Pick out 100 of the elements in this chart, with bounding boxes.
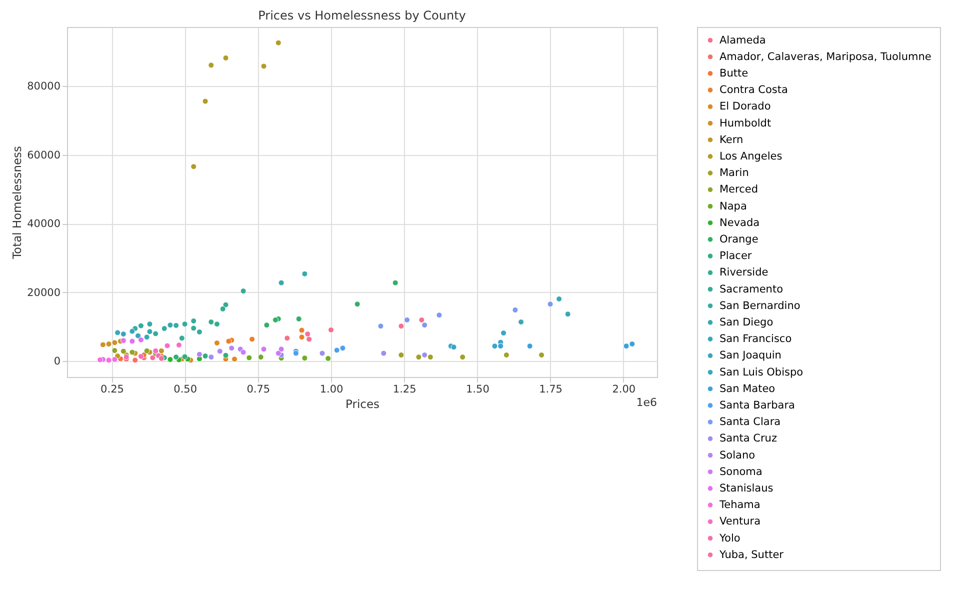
legend-label: Santa Clara [720, 416, 781, 428]
point [106, 357, 112, 364]
point [275, 350, 282, 356]
point [196, 328, 202, 335]
point [500, 330, 506, 336]
point [176, 342, 182, 348]
point [492, 343, 498, 350]
legend-label: Santa Barbara [720, 399, 795, 412]
point [216, 348, 223, 354]
legend-label: Los Angeles [720, 150, 782, 162]
point [196, 351, 202, 358]
legend-label: Sacramento [720, 283, 784, 296]
point [302, 270, 308, 277]
legend-label: Solano [720, 449, 756, 462]
point [296, 316, 302, 322]
point [436, 312, 442, 318]
point [306, 336, 312, 342]
point [380, 350, 387, 356]
point [340, 345, 346, 352]
point [112, 348, 118, 354]
legend-label: Placer [720, 250, 752, 262]
point [450, 344, 457, 350]
legend-label: Yuba, Sutter [718, 548, 784, 561]
point [97, 356, 104, 363]
point [112, 340, 118, 346]
point [167, 356, 174, 362]
point [129, 338, 136, 344]
point [214, 321, 220, 328]
point [167, 322, 174, 328]
y-tick-label: 80000 [27, 80, 60, 93]
point [328, 326, 334, 333]
point [100, 342, 106, 348]
point [278, 280, 284, 286]
legend-label: Nevada [720, 216, 760, 229]
point [222, 352, 229, 358]
point [164, 342, 170, 349]
point [152, 330, 159, 337]
legend-label: Orange [720, 233, 758, 246]
point [240, 349, 246, 356]
legend-label: El Dorado [720, 100, 771, 113]
point [220, 306, 226, 312]
point [190, 325, 197, 332]
legend-label: Yolo [718, 532, 740, 544]
point [129, 349, 136, 356]
point [302, 355, 308, 362]
point [304, 331, 311, 338]
point [556, 296, 562, 302]
x-tick-label: 0.50 [174, 384, 198, 396]
point [498, 343, 504, 350]
legend-label: San Francisco [720, 333, 792, 346]
legend-label: Humboldt [720, 117, 772, 130]
point [129, 328, 136, 334]
legend-label: San Diego [720, 316, 774, 328]
x-tick-label: 0.75 [246, 384, 270, 396]
y-tick-label: 60000 [27, 149, 60, 162]
legend-label: San Joaquin [720, 350, 782, 362]
legend-label: Stanislaus [720, 482, 774, 494]
point [173, 354, 180, 360]
point [202, 353, 208, 360]
point [334, 347, 340, 354]
point [354, 301, 360, 308]
point [208, 319, 214, 325]
x-tick-label: 1.50 [466, 384, 490, 396]
point [114, 330, 121, 336]
point [264, 322, 270, 328]
point [422, 322, 428, 328]
legend-label: Santa Cruz [720, 432, 778, 445]
legend-label: Sonoma [720, 466, 762, 478]
text: 1e6 [636, 396, 657, 409]
point [275, 40, 282, 46]
point [190, 318, 197, 324]
y-axis-title: Total Homelessness [10, 146, 24, 260]
point [144, 334, 150, 340]
point [173, 322, 180, 328]
x-tick-label: 1.00 [320, 384, 344, 396]
x-axis-title: Prices [345, 397, 380, 411]
point [272, 316, 278, 323]
point [214, 340, 220, 346]
y-tick-label: 40000 [27, 218, 60, 230]
point [150, 354, 156, 361]
point [319, 350, 326, 356]
point [392, 280, 398, 286]
point [106, 341, 112, 347]
legend-label: San Mateo [720, 382, 776, 395]
point [208, 354, 214, 360]
point [258, 354, 264, 360]
point [112, 356, 118, 362]
point [146, 328, 153, 335]
legend-label: Amador, Calaveras, Mariposa, Tuolumne [720, 50, 932, 63]
point [178, 335, 185, 342]
point [138, 353, 144, 360]
point [120, 348, 126, 354]
point [398, 352, 404, 358]
legend-label: San Luis Obispo [720, 366, 804, 378]
point [260, 346, 267, 352]
point [418, 316, 425, 323]
legend-label: Contra Costa [720, 84, 788, 96]
point [182, 321, 188, 328]
point [208, 62, 214, 68]
legend-label: Marin [720, 167, 749, 180]
